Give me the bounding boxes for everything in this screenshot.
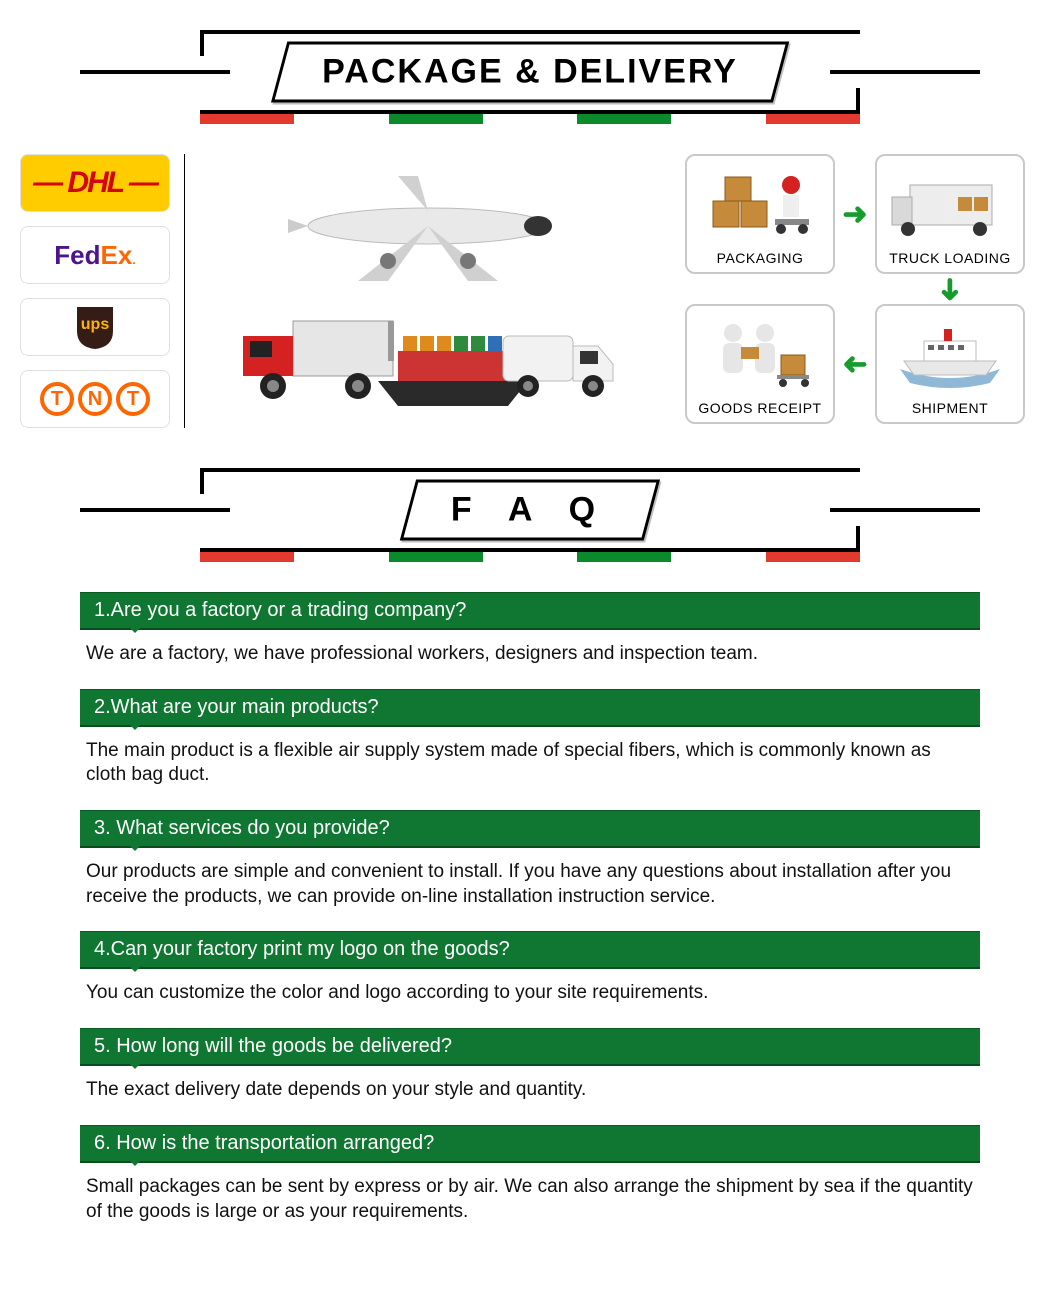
process-label: GOODS RECEIPT xyxy=(698,400,821,416)
header-stripes xyxy=(200,114,860,124)
process-label: SHIPMENT xyxy=(912,400,988,416)
faq-answer: You can customize the color and logo acc… xyxy=(80,969,980,1008)
faq-question: 5. How long will the goods be delivered? xyxy=(80,1028,980,1066)
faq-question: 1.Are you a factory or a trading company… xyxy=(80,592,980,630)
header-title-box: PACKAGE & DELIVERY xyxy=(271,42,789,103)
arrow-left-icon: ➜ xyxy=(835,347,875,382)
faq-item: 1.Are you a factory or a trading company… xyxy=(80,592,980,669)
goods-receipt-icon xyxy=(705,321,815,391)
arrow-down-icon: ➜ xyxy=(933,214,968,364)
carrier-list: — DHL — FedEx. ups TNT xyxy=(20,154,170,428)
faq-answer: Our products are simple and convenient t… xyxy=(80,848,980,911)
process-label: PACKAGING xyxy=(717,250,804,266)
carrier-ups: ups xyxy=(20,298,170,356)
process-card-packaging: PACKAGING xyxy=(685,154,835,274)
faq-question: 3. What services do you provide? xyxy=(80,810,980,848)
header-title-text: PACKAGE & DELIVERY xyxy=(322,53,738,92)
faq-answer: We are a factory, we have professional w… xyxy=(80,630,980,669)
svg-text:ups: ups xyxy=(81,316,110,333)
van-icon xyxy=(498,321,618,401)
faq-answer: The main product is a flexible air suppl… xyxy=(80,727,980,790)
packaging-icon xyxy=(705,171,815,241)
airplane-icon xyxy=(288,171,568,291)
section-header-delivery: PACKAGE & DELIVERY xyxy=(0,30,1060,114)
faq-item: 2.What are your main products?The main p… xyxy=(80,689,980,790)
process-flow: PACKAGING ➜ TRUCK LOADING ➜ xyxy=(670,154,1040,428)
section-header-faq: F A Q xyxy=(0,468,1060,552)
faq-question: 6. How is the transportation arranged? xyxy=(80,1125,980,1163)
faq-question: 2.What are your main products? xyxy=(80,689,980,727)
carrier-tnt: TNT xyxy=(20,370,170,428)
header-title-text: F A Q xyxy=(451,491,609,530)
faq-item: 3. What services do you provide?Our prod… xyxy=(80,810,980,911)
carrier-dhl: — DHL — xyxy=(20,154,170,212)
faq-question: 4.Can your factory print my logo on the … xyxy=(80,931,980,969)
process-card-goods-receipt: GOODS RECEIPT xyxy=(685,304,835,424)
faq-list: 1.Are you a factory or a trading company… xyxy=(0,592,1060,1226)
header-stripes xyxy=(200,552,860,562)
vehicles-scene xyxy=(199,154,656,428)
faq-item: 5. How long will the goods be delivered?… xyxy=(80,1028,980,1105)
faq-item: 6. How is the transportation arranged?Sm… xyxy=(80,1125,980,1226)
delivery-panel: — DHL — FedEx. ups TNT xyxy=(0,154,1060,428)
faq-answer: The exact delivery date depends on your … xyxy=(80,1066,980,1105)
vertical-divider xyxy=(184,154,185,428)
faq-answer: Small packages can be sent by express or… xyxy=(80,1163,980,1226)
carrier-fedex: FedEx. xyxy=(20,226,170,284)
arrow-right-icon: ➜ xyxy=(835,197,875,232)
faq-item: 4.Can your factory print my logo on the … xyxy=(80,931,980,1008)
header-title-box: F A Q xyxy=(400,480,660,541)
